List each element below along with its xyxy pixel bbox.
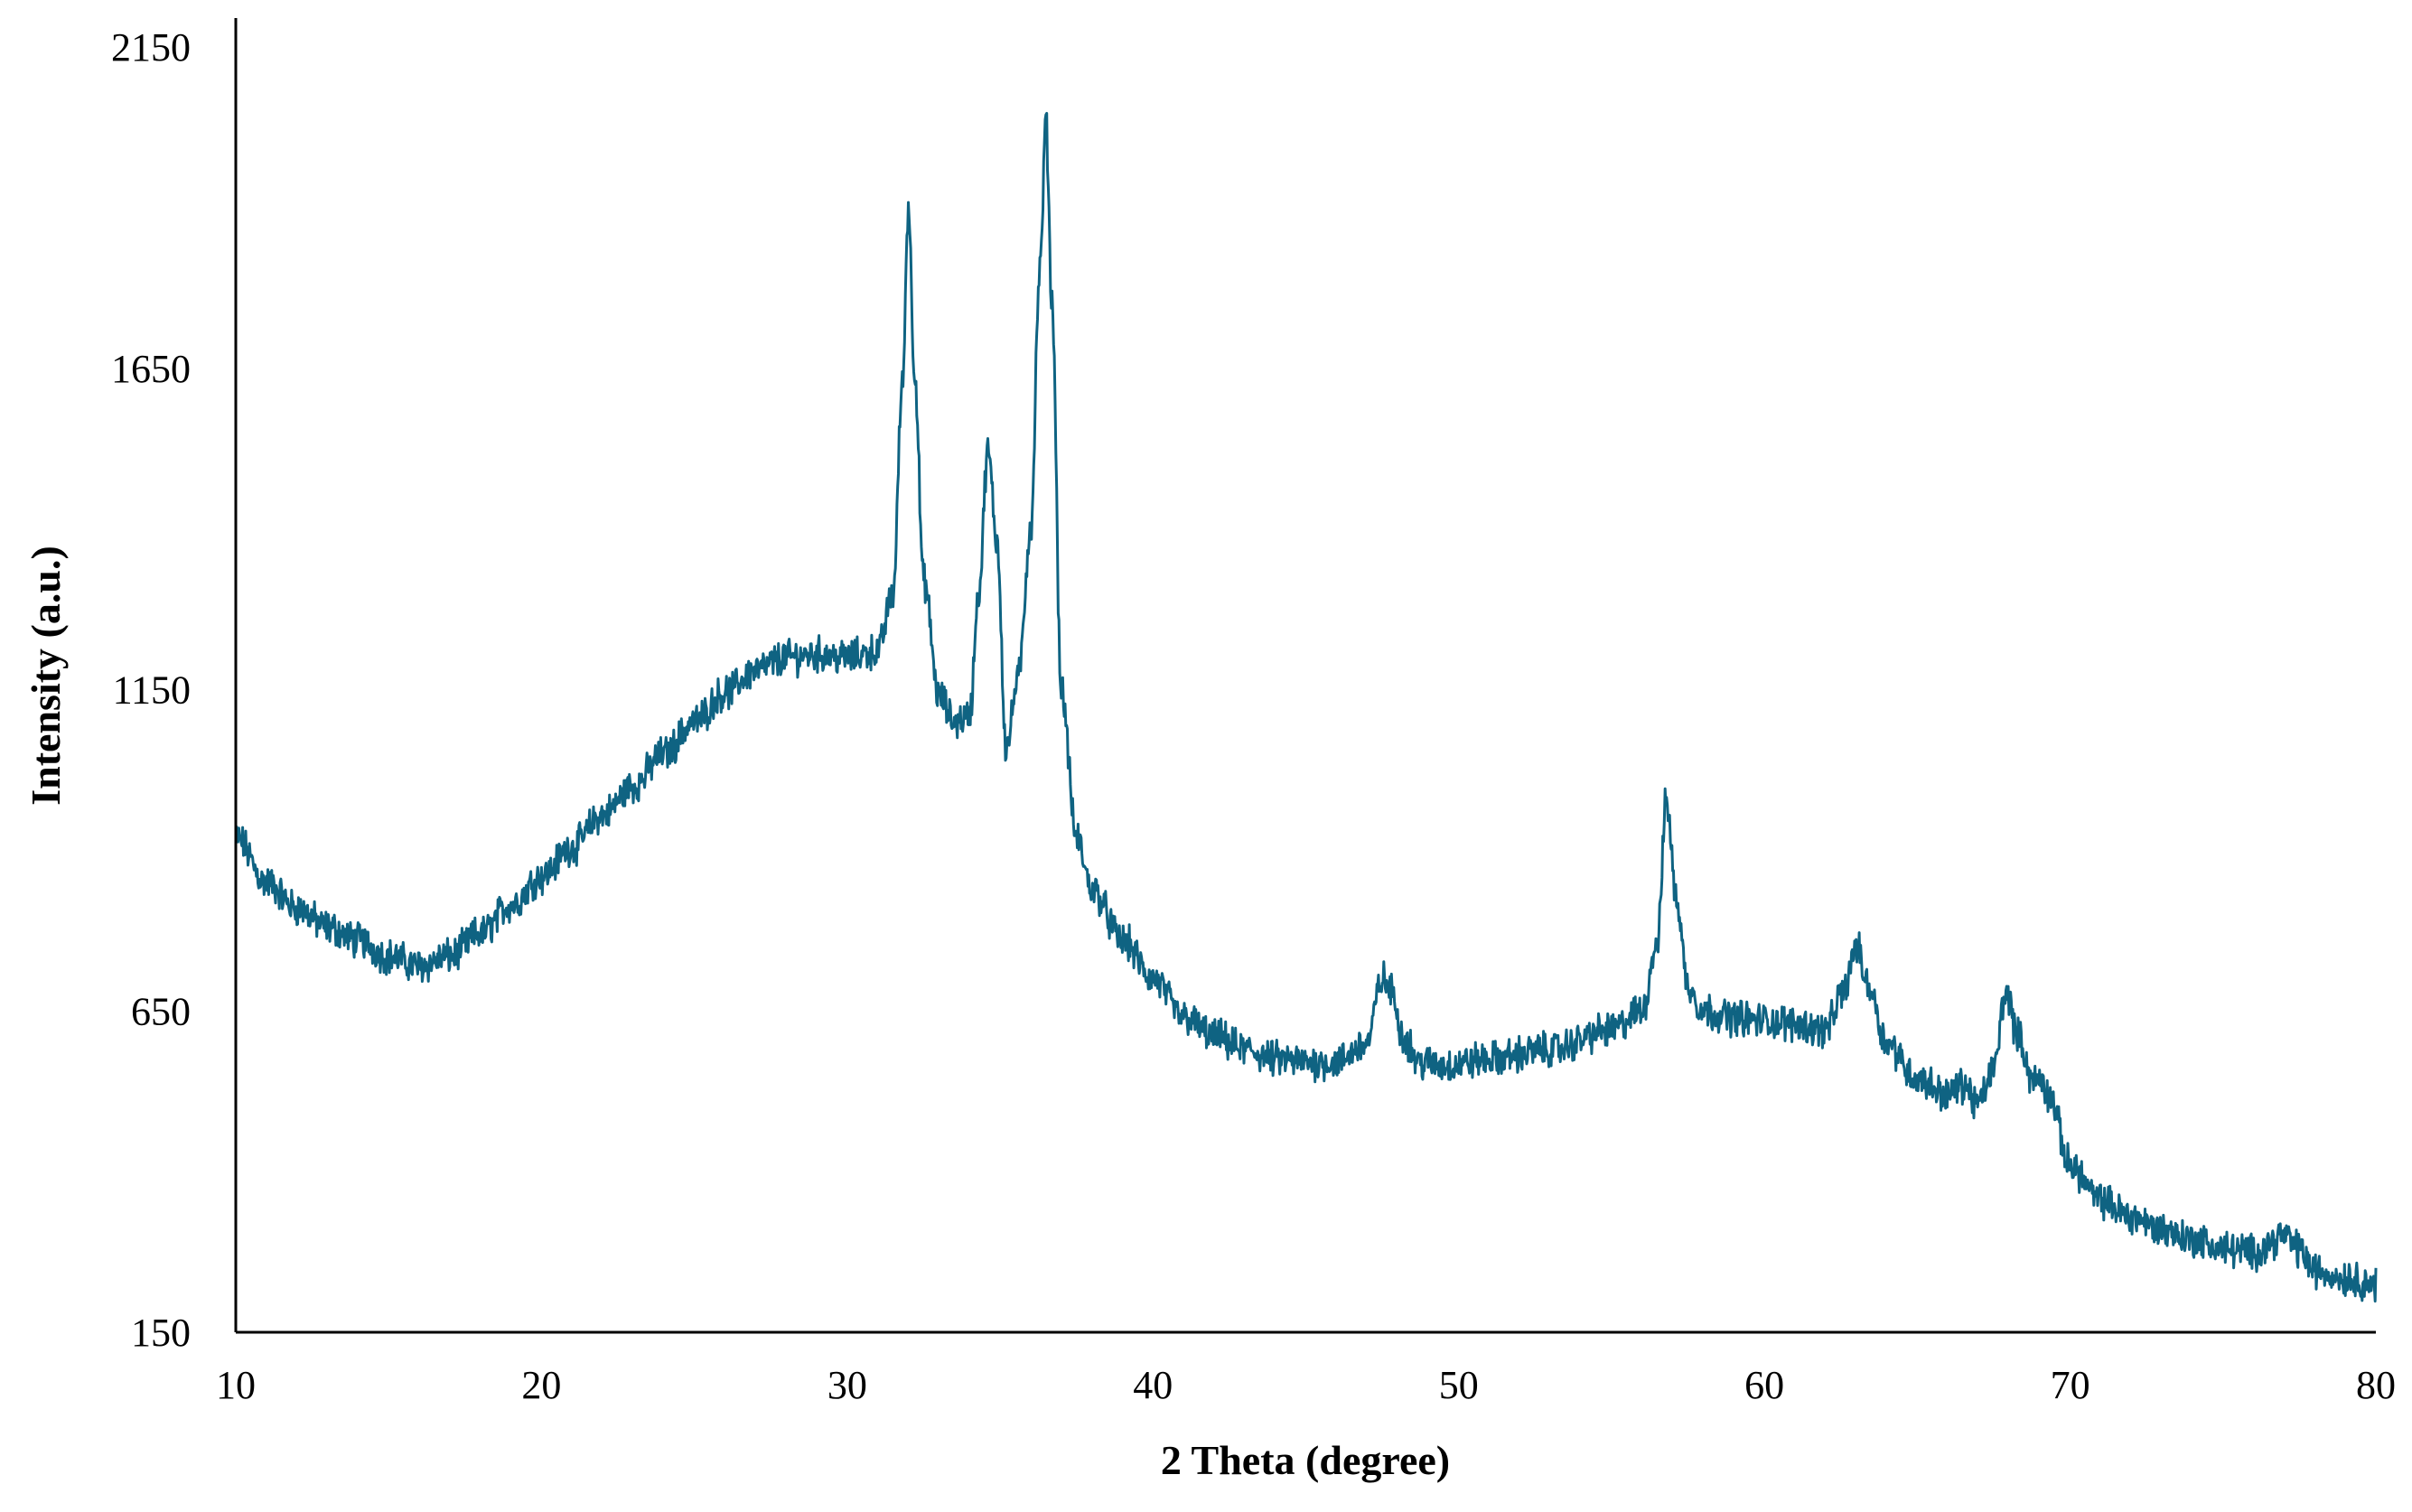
x-tick-label: 20 [521,1363,561,1407]
x-tick-label: 10 [216,1363,256,1407]
y-tick-label: 1150 [113,668,191,713]
x-tick-labels: 10 20 30 40 50 60 70 80 [216,1363,2396,1407]
x-tick-label: 30 [827,1363,867,1407]
y-axis-title: Intensity (a.u.) [23,546,69,806]
xrd-series-line [234,111,2378,1303]
y-tick-label: 650 [131,989,191,1033]
x-tick-label: 80 [2356,1363,2396,1407]
x-tick-label: 70 [2051,1363,2090,1407]
x-tick-label: 40 [1133,1363,1173,1407]
x-axis-title: 2 Theta (degree) [1161,1437,1450,1483]
x-tick-label: 50 [1439,1363,1479,1407]
y-tick-label: 1650 [111,347,191,391]
plot-area [234,111,2378,1303]
y-tick-label: 2150 [111,25,191,70]
y-tick-label: 150 [131,1311,191,1355]
y-tick-labels: 150 650 1150 1650 2150 [111,25,191,1355]
x-tick-label: 60 [1744,1363,1784,1407]
